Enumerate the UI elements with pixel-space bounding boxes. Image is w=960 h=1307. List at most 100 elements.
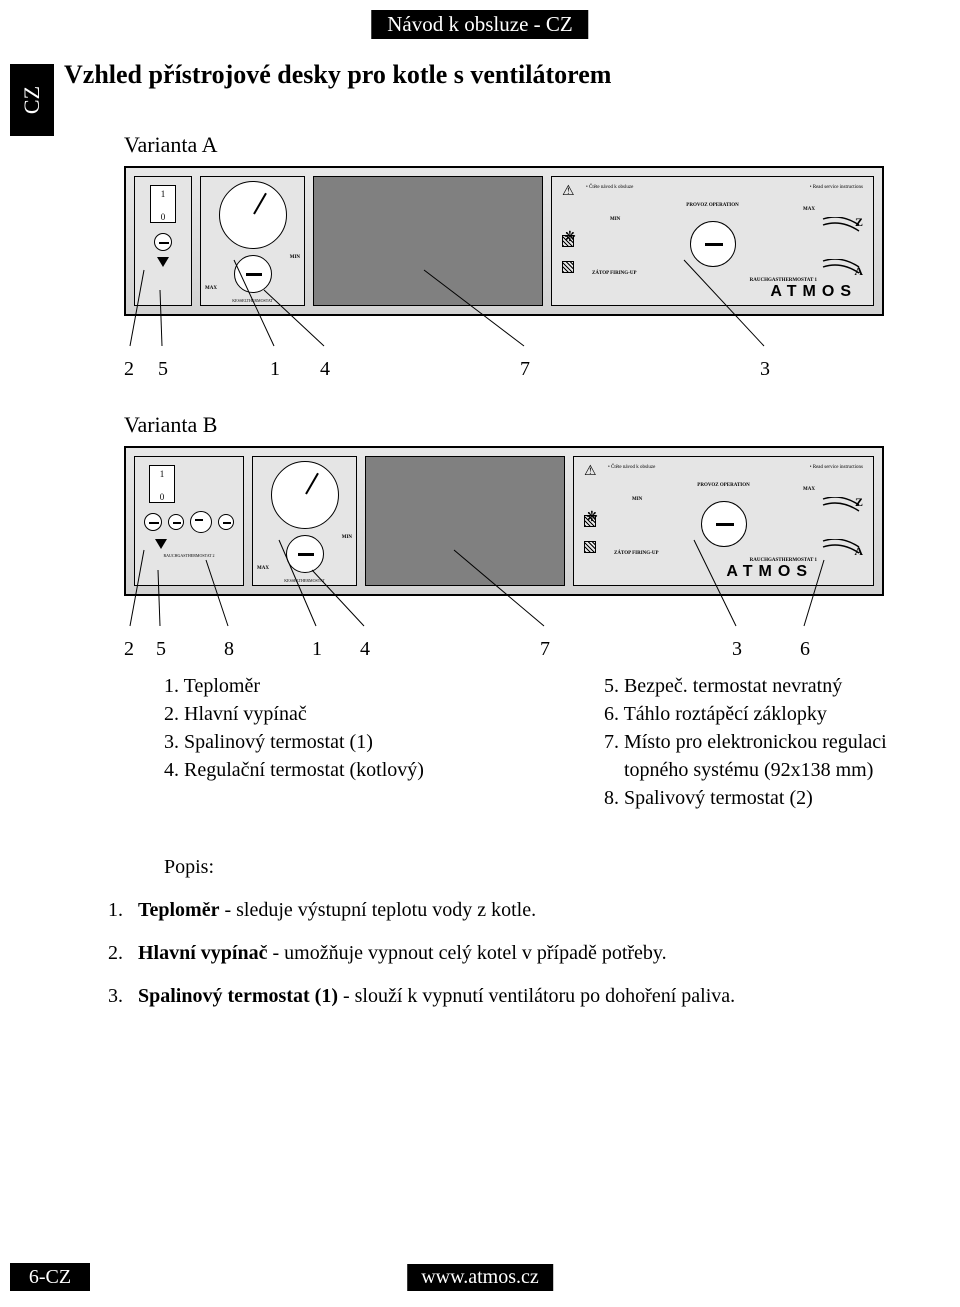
desc-item-2: Hlavní vypínač - umožňuje vypnout celý k… <box>128 942 904 965</box>
legend-r-4: topného systému (92x138 mm) <box>604 756 887 784</box>
desc-list: Teploměr - sleduje výstupní teplotu vody… <box>128 899 904 1008</box>
legend-left: 1. Teploměr 2. Hlavní vypínač 3. Spalino… <box>164 672 424 812</box>
label-zatop: ZÁTOP FIRING-UP <box>592 271 637 276</box>
thermometer-gauge <box>219 181 287 249</box>
callouts-b: 2 5 8 1 4 7 3 6 <box>124 602 884 662</box>
label-max: MAX <box>205 286 217 291</box>
label-max2: MAX <box>803 207 815 212</box>
variant-b-label: Varianta B <box>124 412 904 438</box>
switch-label-0: 0 <box>151 213 175 222</box>
legend-l-2: 2. Hlavní vypínač <box>164 700 424 728</box>
control-box: ⚠ • Čtěte návod k obsluze • Read service… <box>551 176 874 306</box>
hatch-2 <box>562 261 574 273</box>
warning-icon-b: ⚠ <box>584 463 597 480</box>
display-area <box>313 176 543 306</box>
arrow-down-icon <box>157 257 169 267</box>
grip-a-b <box>821 539 861 555</box>
main-switch-b[interactable]: 1 0 <box>149 465 175 503</box>
desc-item-3: Spalinový termostat (1) - slouží k vypnu… <box>128 985 904 1008</box>
label-min-b: MIN <box>342 535 352 540</box>
language-tab-label: CZ <box>19 86 45 114</box>
callout-5: 5 <box>158 358 168 381</box>
legend: 1. Teploměr 2. Hlavní vypínač 3. Spalino… <box>164 672 904 812</box>
warning-icon: ⚠ <box>562 183 575 200</box>
callout-b1: 1 <box>312 638 322 661</box>
section-title: Vzhled přístrojové desky pro kotle s ven… <box>64 60 904 90</box>
grip-a <box>821 259 861 275</box>
language-tab: CZ <box>10 64 54 136</box>
legend-r-1: 5. Bezpeč. termostat nevratný <box>604 672 887 700</box>
callout-1: 1 <box>270 358 280 381</box>
arrow-down-icon-b <box>155 539 167 549</box>
callout-4: 4 <box>320 358 330 381</box>
grip-z <box>821 217 861 233</box>
switch-label-0b: 0 <box>150 493 174 502</box>
hatch-1b <box>584 515 596 527</box>
callout-b8: 8 <box>224 638 234 661</box>
fuse-b1[interactable] <box>144 513 162 531</box>
panel-b-frame: 1 0 RAUCHGASTHERMOSTAT 2 MIN MAX <box>124 446 884 596</box>
switch-box-b: 1 0 RAUCHGASTHERMOSTAT 2 <box>134 456 244 586</box>
label-min2-b: MIN <box>632 497 642 502</box>
knob-b1[interactable] <box>168 514 184 530</box>
desc-item-1: Teploměr - sleduje výstupní teplotu vody… <box>128 899 904 922</box>
thermo-box-b: MIN MAX KESSELTHERMOSTAT <box>252 456 357 586</box>
knob-b3[interactable] <box>218 514 234 530</box>
callout-b4: 4 <box>360 638 370 661</box>
callout-3: 3 <box>760 358 770 381</box>
callout-b2: 2 <box>124 638 134 661</box>
callouts-a: 2 5 1 4 7 3 <box>124 322 884 382</box>
callout-lines-a <box>124 310 884 370</box>
knob-b2[interactable] <box>190 511 212 533</box>
callout-b6: 6 <box>800 638 810 661</box>
legend-l-3: 3. Spalinový termostat (1) <box>164 728 424 756</box>
content: Vzhled přístrojové desky pro kotle s ven… <box>64 60 904 1028</box>
control-box-b: ⚠ • Čtěte návod k obsluze • Read service… <box>573 456 874 586</box>
panel-a-frame: 1 0 MIN MAX KESSELTHERMOSTAT ⚠ <box>124 166 884 316</box>
hatch-2b <box>584 541 596 553</box>
thermometer-gauge-b <box>271 461 339 529</box>
legend-r-5: 8. Spalivový termostat (2) <box>604 784 887 812</box>
switch-label-1b: 1 <box>150 470 174 479</box>
legend-r-2: 6. Táhlo roztápěcí záklopky <box>604 700 887 728</box>
kessel-label-b: KESSELTHERMOSTAT <box>253 578 356 583</box>
desc-title: Popis: <box>164 856 904 879</box>
switch-box: 1 0 <box>134 176 192 306</box>
control-knob-b[interactable] <box>701 501 747 547</box>
main-switch[interactable]: 1 0 <box>150 185 176 223</box>
rauch2-label: RAUCHGASTHERMOSTAT 2 <box>135 553 243 558</box>
variant-a-label: Varianta A <box>124 132 904 158</box>
callout-lines-b <box>124 590 884 650</box>
legend-l-4: 4. Regulační termostat (kotlový) <box>164 756 424 784</box>
label-zatop-b: ZÁTOP FIRING-UP <box>614 551 659 556</box>
callout-b3: 3 <box>732 638 742 661</box>
switch-label-1: 1 <box>151 190 175 199</box>
control-knob[interactable] <box>690 221 736 267</box>
info-text: • Čtěte návod k obsluze • Read service i… <box>586 185 863 190</box>
label-max-b: MAX <box>257 566 269 571</box>
callout-b5: 5 <box>156 638 166 661</box>
callout-2: 2 <box>124 358 134 381</box>
label-provoz: PROVOZ OPERATION <box>686 203 738 208</box>
callout-7: 7 <box>520 358 530 381</box>
legend-right: 5. Bezpeč. termostat nevratný 6. Táhlo r… <box>604 672 887 812</box>
hatch-1 <box>562 235 574 247</box>
display-area-b <box>365 456 565 586</box>
label-max2-b: MAX <box>803 487 815 492</box>
thermo-box: MIN MAX KESSELTHERMOSTAT <box>200 176 305 306</box>
thermostat-knob[interactable] <box>234 255 272 293</box>
panel-b: 1 0 RAUCHGASTHERMOSTAT 2 MIN MAX <box>124 446 904 596</box>
brand-atmos: ATMOS <box>770 283 857 301</box>
legend-r-3: 7. Místo pro elektronickou regulaci <box>604 728 887 756</box>
footer-url: www.atmos.cz <box>407 1264 553 1291</box>
header-title: Návod k obsluze - CZ <box>371 10 588 39</box>
label-min: MIN <box>290 255 300 260</box>
callout-b7: 7 <box>540 638 550 661</box>
label-provoz-b: PROVOZ OPERATION <box>697 483 749 488</box>
label-min2: MIN <box>610 217 620 222</box>
grip-z-b <box>821 497 861 513</box>
panel-a: 1 0 MIN MAX KESSELTHERMOSTAT ⚠ <box>124 166 904 316</box>
brand-atmos-b: ATMOS <box>726 563 813 581</box>
fuse[interactable] <box>154 233 172 251</box>
page-number: 6-CZ <box>10 1263 90 1291</box>
